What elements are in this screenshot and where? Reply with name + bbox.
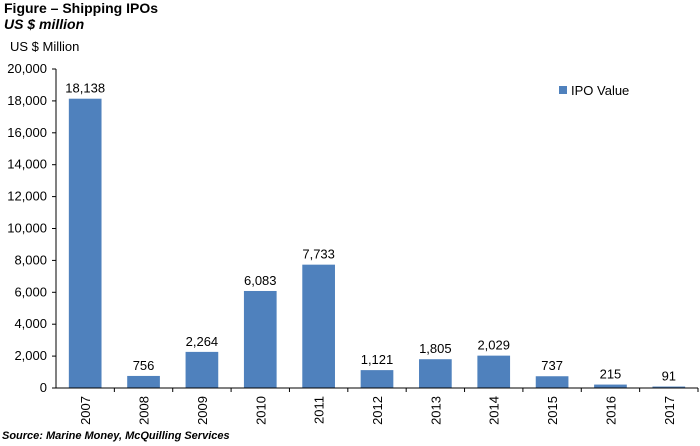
data-label-2008: 756 — [133, 358, 155, 373]
bar-2013 — [419, 359, 452, 388]
data-label-2007: 18,138 — [65, 81, 105, 96]
bar-2007 — [68, 98, 102, 388]
bar-series: 18,138 756 2,264 6,083 7,733 1,121 1,805 2,029 7… — [65, 81, 686, 388]
x-tick-label: 2010 — [253, 396, 268, 425]
x-tick-label: 2009 — [195, 396, 210, 425]
y-tick-label: 6,000 — [14, 284, 47, 299]
x-tick-label: 2013 — [428, 396, 443, 425]
y-tick-label: 14,000 — [7, 157, 47, 172]
y-tick-label: 12,000 — [7, 189, 47, 204]
data-label-2014: 2,029 — [477, 338, 510, 353]
data-label-2016: 215 — [600, 367, 622, 382]
data-label-2012: 1,121 — [361, 352, 394, 367]
x-tick-label: 2012 — [370, 396, 385, 425]
y-tick-label: 0 — [40, 380, 47, 395]
x-tick-label: 2008 — [137, 396, 152, 425]
y-tick-label: 16,000 — [7, 125, 47, 140]
data-label-2009: 2,264 — [186, 334, 219, 349]
bar-2016 — [594, 384, 627, 388]
figure-title: Figure – Shipping IPOs — [4, 0, 159, 16]
y-tick-label: 20,000 — [7, 61, 47, 76]
y-axis: 0 2,000 4,000 6,000 8,000 10,000 12,000 14,000 1… — [7, 61, 57, 395]
y-tick-label: 18,000 — [7, 93, 47, 108]
y-tick-label: 4,000 — [14, 316, 47, 331]
y-axis-title: US $ Million — [10, 39, 79, 54]
y-tick-label: 2,000 — [14, 348, 47, 363]
bar-chart: US $ Million 0 2,000 4,000 6,000 8,000 10,000… — [7, 39, 699, 425]
x-axis: 2007 2008 2009 2010 2011 2012 2013 2014 2015 2016… — [56, 387, 699, 425]
data-label-2013: 1,805 — [419, 341, 452, 356]
bar-2017 — [652, 386, 686, 388]
source-note: Source: Marine Money, McQuilling Service… — [2, 430, 230, 442]
data-label-2010: 6,083 — [244, 273, 277, 288]
x-tick-label: 2017 — [662, 396, 677, 425]
bar-2010 — [243, 290, 277, 388]
y-tick-label: 10,000 — [7, 221, 47, 236]
y-tick-label: 8,000 — [14, 252, 47, 267]
bar-2009 — [185, 351, 219, 388]
x-tick-label: 2016 — [603, 396, 618, 425]
x-tick-label: 2007 — [78, 396, 93, 425]
data-label-2015: 737 — [541, 358, 563, 373]
figure-subtitle: US $ million — [4, 16, 85, 32]
legend-swatch — [559, 86, 567, 94]
data-label-2011: 7,733 — [302, 247, 335, 262]
bar-2014 — [477, 355, 511, 388]
bar-2011 — [302, 264, 335, 388]
bar-2008 — [127, 375, 160, 388]
x-tick-label: 2014 — [487, 396, 502, 425]
data-label-2017: 91 — [662, 369, 676, 384]
x-tick-label: 2015 — [545, 396, 560, 425]
x-tick-label: 2011 — [312, 396, 327, 424]
legend: IPO Value — [559, 83, 629, 98]
bar-2012 — [360, 370, 394, 388]
legend-label: IPO Value — [571, 83, 629, 98]
bar-2015 — [535, 376, 569, 388]
